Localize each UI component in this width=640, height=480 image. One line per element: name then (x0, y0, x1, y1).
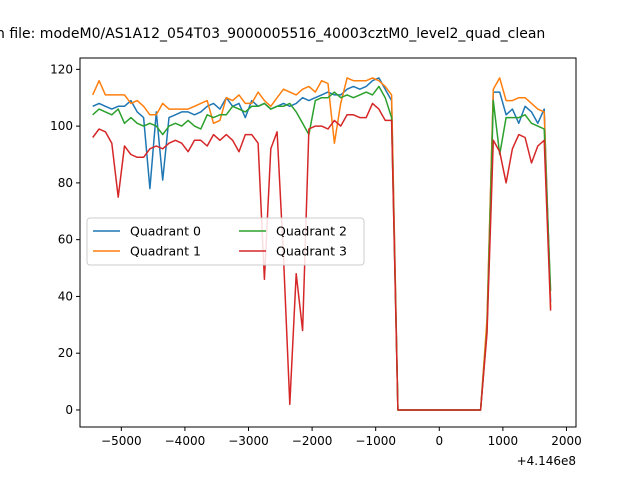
x-tick-label: −1000 (355, 434, 396, 448)
axes-frame (79, 57, 577, 428)
legend-label: Quadrant 2 (276, 224, 347, 239)
legend: Quadrant 0 Quadrant 1 Quadrant 2 Quadrant 3 (86, 217, 365, 266)
y-tick-label: 40 (58, 289, 73, 303)
legend-label: Quadrant 1 (130, 244, 201, 259)
x-tick-label: −5000 (101, 434, 142, 448)
legend-label: Quadrant 0 (130, 224, 201, 239)
x-tick-label: −4000 (165, 434, 206, 448)
y-tick-label: 80 (58, 176, 73, 190)
y-tick-label: 120 (50, 62, 73, 76)
x-tick-label: 1000 (488, 434, 519, 448)
x-axis: −5000 −4000 −3000 −2000 −1000 0 1000 2000 (101, 427, 582, 448)
legend-box (86, 217, 365, 266)
x-offset-label: +4.146e8 (517, 454, 576, 468)
y-tick-label: 0 (65, 403, 73, 417)
y-tick-label: 20 (58, 346, 73, 360)
x-tick-label: 0 (435, 434, 443, 448)
chart-title: n file: modeM0/AS1A12_054T03_9000005516_… (0, 26, 545, 42)
y-tick-label: 100 (50, 119, 73, 133)
x-tick-label: −2000 (292, 434, 333, 448)
y-axis: 0 20 40 60 80 100 120 (50, 62, 80, 417)
x-tick-label: 2000 (551, 434, 582, 448)
y-tick-label: 60 (58, 233, 73, 247)
legend-label: Quadrant 3 (276, 244, 347, 259)
x-tick-label: −3000 (228, 434, 269, 448)
